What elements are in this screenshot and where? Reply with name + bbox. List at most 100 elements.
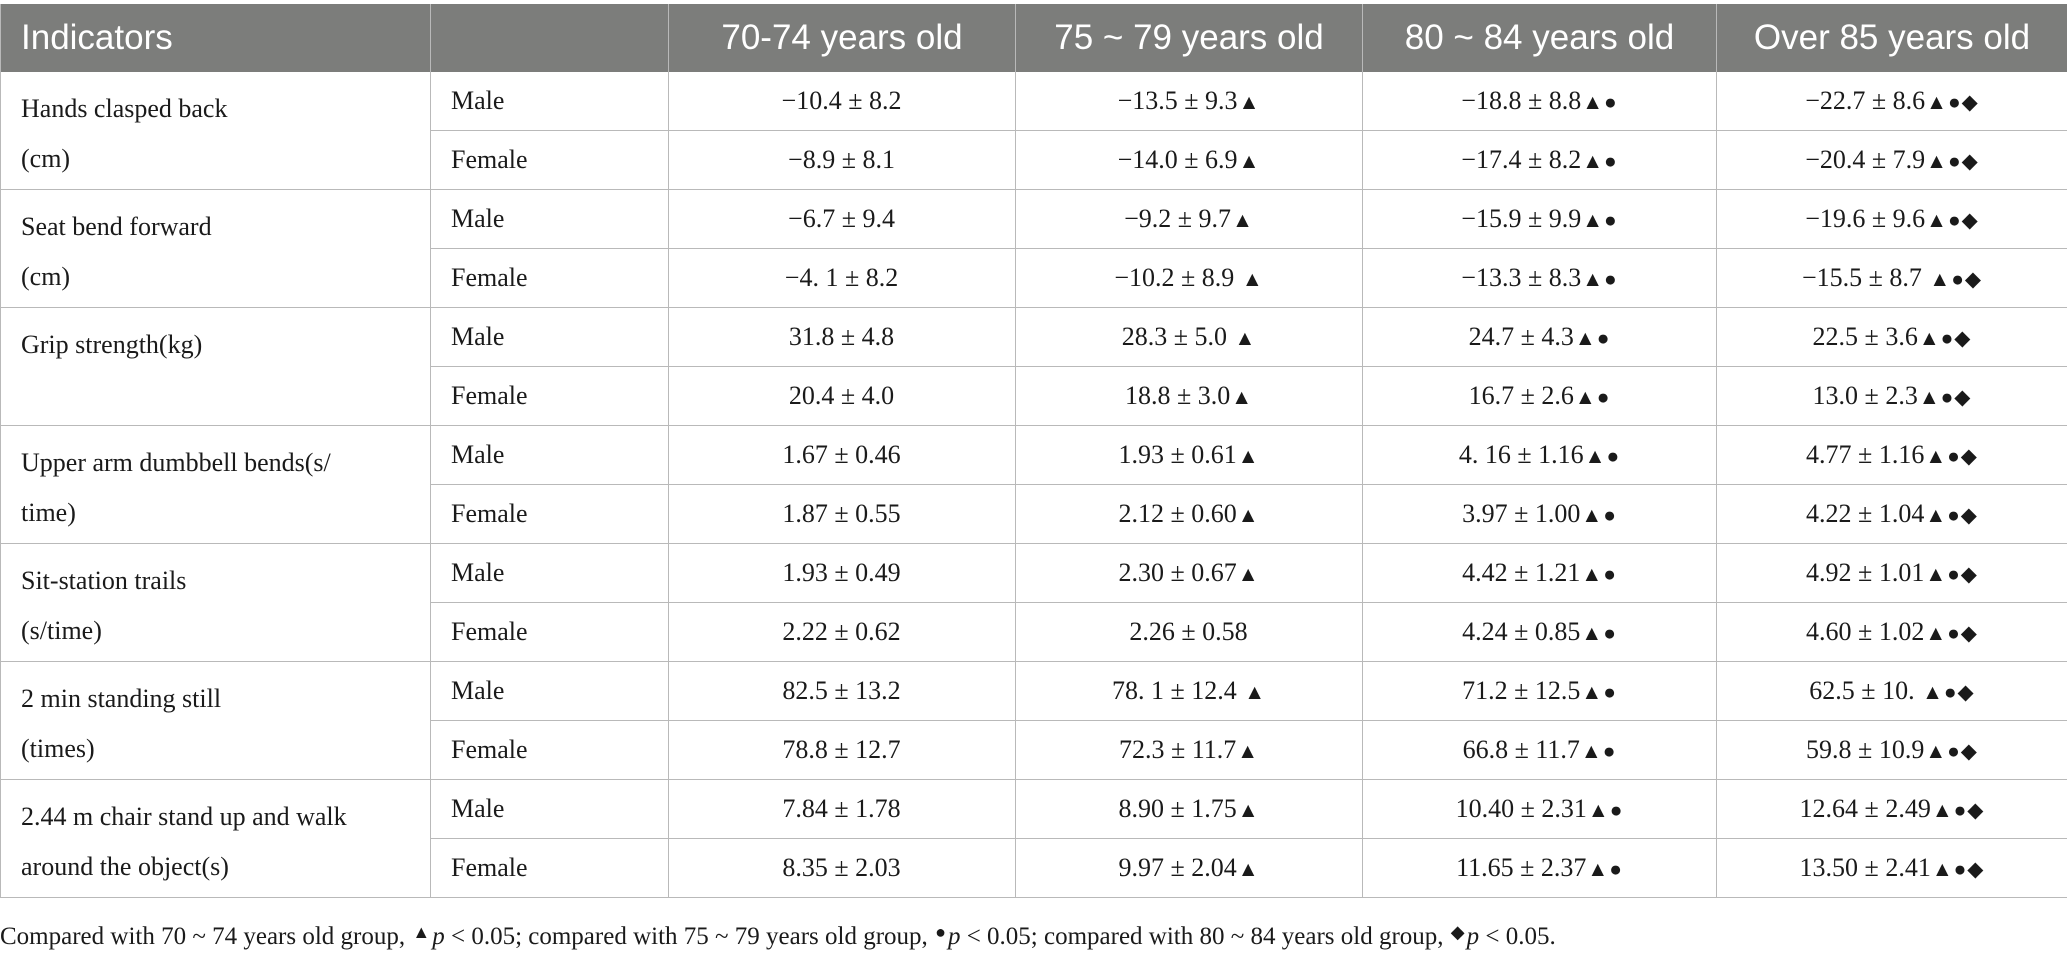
value-cell-over-85: 4.22 ± 1.04▲●◆ [1716,484,2067,544]
significance-markers: ▲●◆ [1929,267,1983,291]
significance-markers: ▲● [1581,680,1617,704]
significance-markers: ▲● [1574,326,1611,350]
value-cell-80-84: 4.24 ± 0.85▲● [1362,602,1717,662]
value-text: 1.93 ± 0.61 [1118,440,1237,469]
value-text: 71.2 ± 12.5 [1462,676,1581,705]
value-cell-75-79: −14.0 ± 6.9▲ [1015,130,1363,190]
value-text: −6.7 ± 9.4 [788,204,895,233]
value-text: 28.3 ± 5.0 [1121,322,1234,351]
value-cell-70-74: 1.67 ± 0.46 [668,425,1016,485]
value-text: 8.90 ± 1.75 [1118,794,1237,823]
significance-markers: ▲ [1241,267,1264,291]
significance-markers: ▲ [1237,444,1260,468]
value-text: 18.8 ± 3.0 [1124,381,1231,410]
sex-cell: Male [430,307,669,367]
value-text: 13.0 ± 2.3 [1812,381,1918,410]
value-cell-70-74: 2.22 ± 0.62 [668,602,1016,662]
header-age-75-79: 75 ~ 79 years old [1015,4,1363,72]
footnote-text-1: Compared with 70 ~ 74 years old group, [0,923,412,950]
sex-cell: Male [430,543,669,603]
significance-markers: ▲ [1237,857,1260,881]
table-row: Female −4. 1 ± 8.2 −10.2 ± 8.9 ▲ −13.3 ±… [1,248,2067,308]
significance-markers: ▲● [1581,503,1617,527]
significance-markers: ▲●◆ [1931,798,1985,822]
value-text: 1.67 ± 0.46 [782,440,901,469]
value-text: 4.22 ± 1.04 [1806,499,1925,528]
table-row: Seat bend forward (cm) Male −6.7 ± 9.4 −… [0,189,2067,308]
value-cell-80-84: 24.7 ± 4.3▲● [1362,307,1717,367]
value-text: −20.4 ± 7.9 [1805,145,1926,174]
value-cell-70-74: 20.4 ± 4.0 [668,366,1016,426]
value-text: 72.3 ± 11.7 [1118,735,1237,764]
value-cell-over-85: 4.60 ± 1.02▲●◆ [1716,602,2067,662]
value-cell-over-85: 22.5 ± 3.6▲●◆ [1716,307,2067,367]
sex-cell: Male [430,72,669,131]
significance-markers: ▲●◆ [1931,857,1985,881]
footnote-text-3: < 0.05; compared with 80 ~ 84 years old … [960,923,1450,950]
sex-cell: Female [430,838,669,898]
value-text: 16.7 ± 2.6 [1468,381,1574,410]
value-text: −10.4 ± 8.2 [781,86,902,115]
value-text: 12.64 ± 2.49 [1799,794,1931,823]
table-row: 2 min standing still (times) Male 82.5 ±… [0,661,2067,780]
significance-markers: ▲● [1587,798,1624,822]
significance-markers: ▲●◆ [1925,503,1978,527]
value-cell-over-85: −20.4 ± 7.9▲●◆ [1716,130,2067,190]
footnote-p-3: p [1466,923,1480,950]
significance-markers: ▲ [1237,562,1260,586]
value-cell-80-84: −18.8 ± 8.8▲● [1362,72,1717,131]
value-text: 24.7 ± 4.3 [1468,322,1574,351]
value-cell-80-84: 71.2 ± 12.5▲● [1362,661,1717,721]
significance-markers: ▲●◆ [1926,149,1979,173]
value-cell-70-74: 7.84 ± 1.78 [668,779,1016,839]
value-cell-over-85: −22.7 ± 8.6▲●◆ [1716,72,2067,131]
value-cell-75-79: 72.3 ± 11.7▲ [1015,720,1363,780]
footnote-p-2: p [947,923,961,950]
diamond-marker-icon: ◆ [1450,922,1466,942]
footnote-text-4: < 0.05. [1479,923,1556,950]
value-cell-75-79: 28.3 ± 5.0 ▲ [1015,307,1363,367]
significance-markers: ▲●◆ [1918,326,1972,350]
significance-markers: ▲ [1237,798,1260,822]
value-cell-75-79: −10.2 ± 8.9 ▲ [1015,248,1363,308]
value-text: 11.65 ± 2.37 [1456,853,1587,882]
triangle-marker-icon: ▲ [412,922,432,942]
significance-markers: ▲●◆ [1925,739,1978,763]
indicator-cell: Seat bend forward (cm) [0,189,431,308]
value-cell-75-79: 1.93 ± 0.61▲ [1015,425,1363,485]
value-cell-75-79: 78. 1 ± 12.4 ▲ [1015,661,1363,721]
header-age-over-85: Over 85 years old [1716,4,2067,72]
value-text: 62.5 ± 10. [1809,676,1922,705]
value-cell-70-74: −6.7 ± 9.4 [668,189,1016,249]
value-text: 59.8 ± 10.9 [1806,735,1925,764]
value-text: 8.35 ± 2.03 [782,853,901,882]
sex-cell: Female [430,484,669,544]
sex-cell: Female [430,248,669,308]
value-cell-75-79: 2.30 ± 0.67▲ [1015,543,1363,603]
value-text: −18.8 ± 8.8 [1461,86,1582,115]
value-text: −15.9 ± 9.9 [1461,204,1582,233]
sex-cell: Male [430,189,669,249]
table-row: Hands clasped back (cm) Male −10.4 ± 8.2… [0,72,2067,190]
value-cell-over-85: −19.6 ± 9.6▲●◆ [1716,189,2067,249]
sex-cell: Female [430,366,669,426]
value-cell-80-84: −13.3 ± 8.3▲● [1362,248,1717,308]
indicator-cell: 2.44 m chair stand up and walk around th… [0,779,431,898]
significance-markers: ▲● [1581,562,1617,586]
value-cell-over-85: 13.50 ± 2.41▲●◆ [1716,838,2067,898]
value-text: 2.12 ± 0.60 [1118,499,1237,528]
sex-cell: Female [430,602,669,662]
significance-markers: ▲ [1234,326,1257,350]
significance-markers: ▲● [1574,385,1611,409]
value-cell-75-79: −9.2 ± 9.7▲ [1015,189,1363,249]
value-cell-70-74: 8.35 ± 2.03 [668,838,1016,898]
value-cell-75-79: 2.26 ± 0.58 [1015,602,1363,662]
value-text: 66.8 ± 11.7 [1462,735,1580,764]
significance-markers: ▲ [1238,149,1261,173]
value-text: −4. 1 ± 8.2 [784,263,899,292]
value-cell-80-84: 10.40 ± 2.31▲● [1362,779,1717,839]
header-age-70-74: 70-74 years old [668,4,1016,72]
significance-markers: ▲● [1584,444,1621,468]
indicators-table: Indicators 70-74 years old 75 ~ 79 years… [0,4,2067,898]
significance-markers: ▲●◆ [1918,385,1972,409]
